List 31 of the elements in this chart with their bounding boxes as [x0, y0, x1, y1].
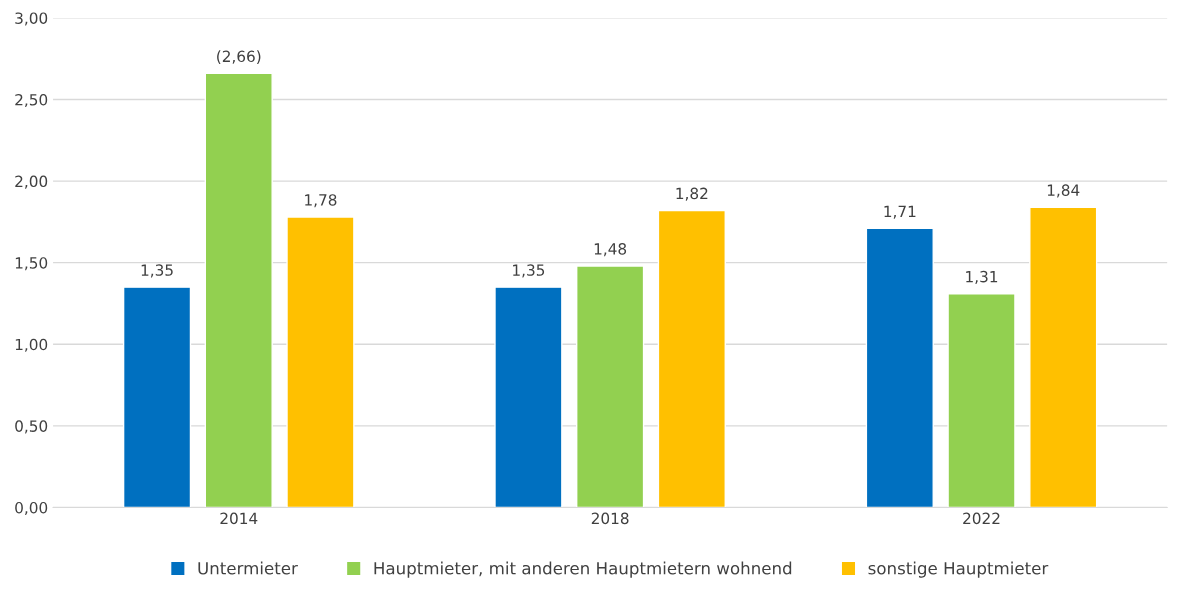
x-tick-label: 2014 — [220, 512, 258, 525]
y-tick-label: 3,00 — [15, 12, 48, 26]
bar — [576, 265, 645, 508]
bar — [1029, 206, 1098, 508]
data-label: 1,35 — [513, 264, 545, 278]
legend-label: sonstige Hauptmieter — [868, 561, 1049, 578]
y-tick-label: 1,50 — [15, 257, 48, 271]
legend-label: Untermieter — [198, 561, 298, 575]
legend-label: Hauptmieter, mit anderen Hauptmietern wohnend — [374, 561, 792, 578]
y-tick-label: 2,00 — [15, 175, 48, 189]
data-label: 1,71 — [884, 205, 916, 219]
bar — [865, 227, 934, 508]
bar — [657, 209, 726, 508]
bar — [494, 286, 563, 508]
bar — [947, 292, 1016, 508]
bar — [122, 286, 192, 508]
x-tick-label: 2022 — [963, 512, 1000, 525]
x-tick-label: 2018 — [591, 512, 629, 525]
bar — [204, 72, 273, 508]
y-tick-label: 0,50 — [15, 420, 48, 434]
data-label: (2,66) — [217, 50, 261, 64]
data-label: 1,35 — [141, 264, 173, 278]
data-label: 1,82 — [676, 187, 708, 201]
data-label: 1,84 — [1047, 184, 1080, 198]
bar — [286, 216, 355, 508]
y-tick-label: 1,00 — [15, 338, 48, 352]
y-tick-label: 2,50 — [15, 93, 48, 108]
data-label: 1,48 — [594, 243, 627, 257]
data-label: 1,78 — [305, 194, 337, 208]
y-tick-label: 0,00 — [15, 501, 48, 516]
data-label: 1,31 — [966, 270, 998, 284]
